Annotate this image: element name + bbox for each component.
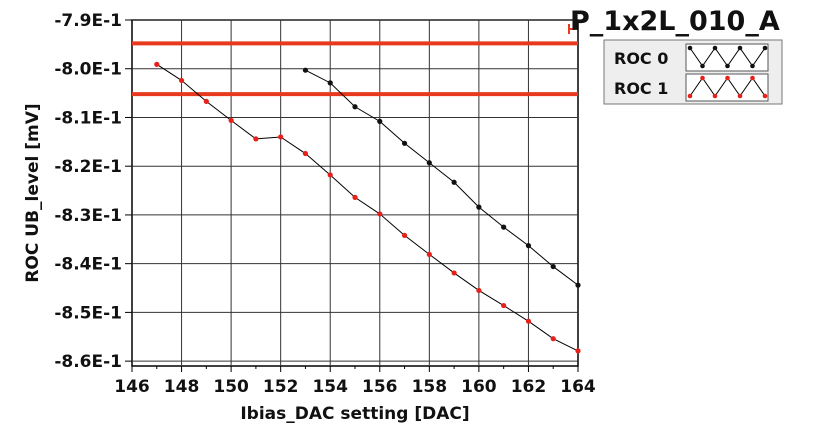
tick-marks xyxy=(125,19,579,372)
data-point-roc-1 xyxy=(525,318,532,324)
data-point-roc-0 xyxy=(525,243,532,249)
reference-lines xyxy=(132,24,578,97)
y-tick-labels: -7.9E-1 -8.0E-1 -8.1E-1 -8.2E-1 -8.3E-1 -8.4E… xyxy=(54,11,122,372)
legend-marker-roc-0 xyxy=(762,45,768,51)
legend-marker-roc-0 xyxy=(725,63,730,69)
data-point-roc-1 xyxy=(401,232,408,238)
data-point-roc-1 xyxy=(278,134,284,140)
data-point-roc-1 xyxy=(327,172,333,178)
y-tick-label: -8.3E-1 xyxy=(54,206,122,226)
legend-marker-roc-1 xyxy=(762,93,768,99)
x-tick-label: 146 xyxy=(114,377,150,397)
data-point-roc-1 xyxy=(253,136,259,142)
x-tick-labels: 146 148 150 152 154 156 158 160 162 164 xyxy=(114,377,596,397)
data-point-roc-0 xyxy=(451,179,457,185)
data-point-roc-0 xyxy=(352,104,358,110)
y-tick-label: -8.2E-1 xyxy=(54,157,122,177)
legend-label-roc-1: ROC 1 xyxy=(614,79,668,98)
legend-marker-roc-1 xyxy=(737,93,743,99)
legend-marker-roc-1 xyxy=(750,75,755,81)
chart-title: P_1x2L_010_A xyxy=(570,6,780,37)
series-line-roc-0 xyxy=(305,69,579,286)
x-tick-label: 152 xyxy=(263,377,299,397)
data-point-roc-0 xyxy=(426,160,432,166)
data-point-roc-0 xyxy=(377,118,383,124)
legend-marker-roc-0 xyxy=(737,45,743,51)
data-point-roc-0 xyxy=(476,204,482,210)
legend-marker-roc-1 xyxy=(687,93,693,99)
legend-marker-roc-0 xyxy=(750,63,755,69)
legend-marker-roc-1 xyxy=(712,93,718,99)
x-tick-label: 164 xyxy=(560,377,596,397)
x-tick-label: 156 xyxy=(362,377,398,397)
legend-marker-roc-1 xyxy=(725,75,730,81)
legend-marker-roc-0 xyxy=(687,45,693,51)
data-point-roc-0 xyxy=(327,80,333,86)
data-point-roc-1 xyxy=(550,336,556,342)
legend: ROC 0 ROC 1 xyxy=(603,39,783,105)
x-tick-label: 160 xyxy=(461,377,497,397)
legend-marker-roc-1 xyxy=(700,75,705,81)
data-point-roc-1 xyxy=(476,287,482,294)
data-point-roc-0 xyxy=(575,282,581,288)
x-tick-label: 148 xyxy=(164,377,200,397)
data-point-roc-1 xyxy=(501,302,507,309)
data-point-roc-1 xyxy=(154,61,160,67)
x-tick-label: 154 xyxy=(312,377,348,397)
y-tick-label: -8.0E-1 xyxy=(54,60,122,80)
plot-area xyxy=(131,19,579,367)
y-tick-label: -8.4E-1 xyxy=(54,255,122,275)
data-point-roc-1 xyxy=(228,117,234,123)
legend-marker-roc-0 xyxy=(712,45,718,51)
data-point-roc-1 xyxy=(451,270,457,276)
data-point-roc-0 xyxy=(401,140,408,146)
y-tick-label: -8.6E-1 xyxy=(54,352,122,372)
series-line-roc-1 xyxy=(156,63,579,352)
data-point-roc-1 xyxy=(352,194,358,200)
x-tick-label: 162 xyxy=(511,377,547,397)
data-point-roc-1 xyxy=(426,251,432,258)
data-point-roc-1 xyxy=(302,150,309,157)
x-tick-label: 158 xyxy=(412,377,448,397)
data-point-roc-0 xyxy=(501,224,507,230)
y-axis-title: ROC UB_level [mV] xyxy=(23,103,43,282)
data-point-roc-1 xyxy=(575,348,581,354)
x-axis-title: Ibias_DAC setting [DAC] xyxy=(240,404,469,424)
data-point-roc-1 xyxy=(178,77,185,84)
x-tick-label: 150 xyxy=(213,377,249,397)
series-layer xyxy=(154,61,581,354)
grid-lines xyxy=(132,19,578,366)
data-point-roc-1 xyxy=(377,211,383,217)
y-tick-label: -7.9E-1 xyxy=(54,11,122,31)
data-point-roc-0 xyxy=(550,263,556,270)
data-point-roc-0 xyxy=(302,67,309,73)
y-tick-label: -8.1E-1 xyxy=(54,108,122,128)
legend-marker-roc-0 xyxy=(700,63,705,69)
y-tick-label: -8.5E-1 xyxy=(54,303,122,323)
data-point-roc-1 xyxy=(203,98,209,104)
legend-label-roc-0: ROC 0 xyxy=(614,49,668,68)
